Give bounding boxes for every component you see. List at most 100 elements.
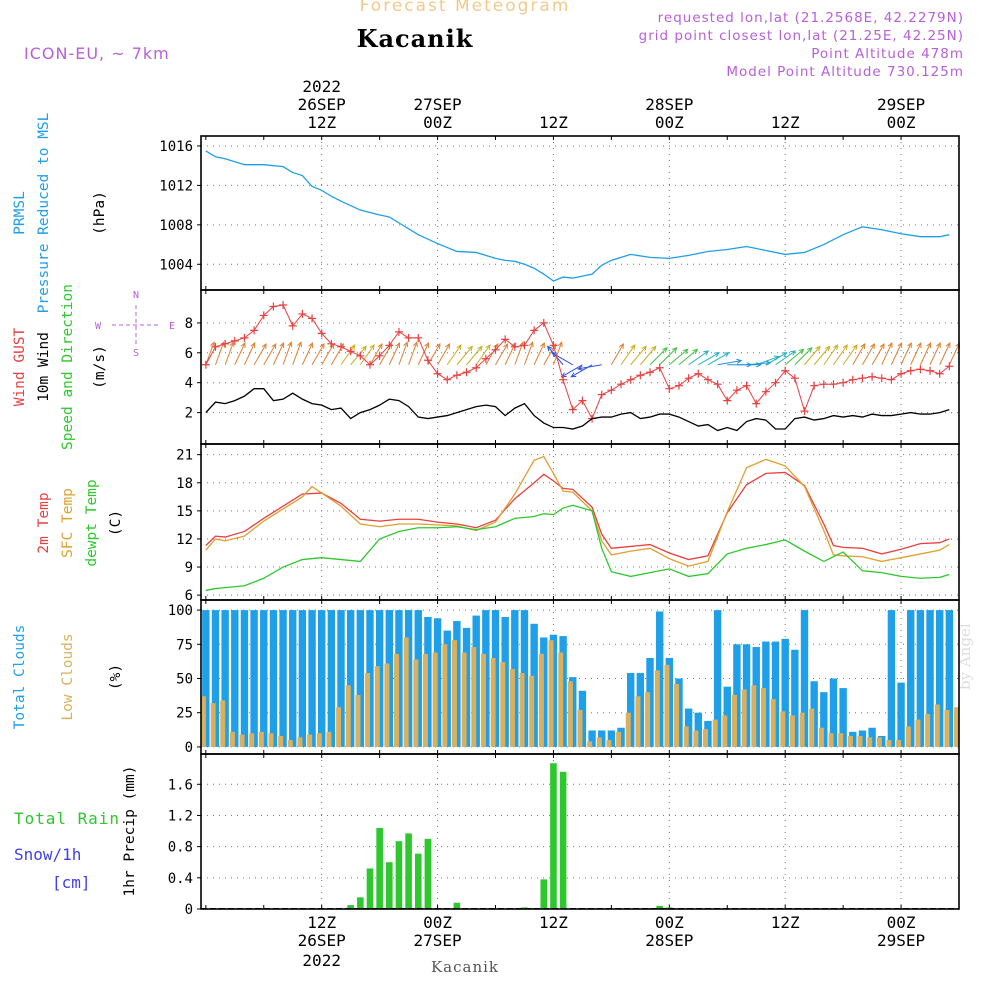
gust-marker xyxy=(327,339,336,348)
gust-marker xyxy=(308,314,317,323)
gust-marker xyxy=(703,375,712,384)
wind-direction-arrow xyxy=(833,344,848,366)
wind-direction-arrow xyxy=(543,343,557,366)
gust-marker xyxy=(945,362,954,371)
gust-marker xyxy=(510,342,519,351)
low-cloud-bar xyxy=(220,700,226,747)
low-cloud-bar xyxy=(625,712,631,747)
wind-arrow-head xyxy=(641,345,647,352)
low-cloud-bar xyxy=(596,737,602,747)
total-cloud-bar xyxy=(858,730,867,747)
wind-arrow-head xyxy=(879,342,885,349)
low-cloud-bar xyxy=(287,740,293,747)
grid-point-coords: grid point closest lon,lat (21.25E, 42.2… xyxy=(638,28,964,44)
wind-ylabel-dir: Speed and Direction xyxy=(60,284,76,450)
wind-ylabel-10m: 10m Wind xyxy=(36,332,52,402)
wind-arrow-head xyxy=(576,365,584,371)
gust-marker xyxy=(201,360,210,369)
total-cloud-bar xyxy=(318,610,326,747)
wind-arrow-head xyxy=(369,344,375,351)
gust-marker xyxy=(549,341,558,350)
y-tick-label: 1.6 xyxy=(168,777,193,793)
y-tick-label: 1016 xyxy=(159,139,193,155)
wind-arrow-head xyxy=(540,341,545,349)
gust-marker xyxy=(646,368,655,377)
wind-arrow-head xyxy=(329,342,335,349)
total-cloud-bar xyxy=(375,610,384,747)
low-cloud-bar xyxy=(934,704,940,747)
top-title: Forecast Meteogram xyxy=(359,0,571,16)
top-time-label: 28SEP xyxy=(645,95,693,114)
y-tick-label: 1012 xyxy=(159,178,193,194)
wind-arrow-head xyxy=(765,360,772,366)
wind-arrow-head xyxy=(287,341,293,348)
clouds-frame xyxy=(200,599,960,755)
wind-arrow-head xyxy=(887,341,893,349)
wind-arrow-head xyxy=(935,341,941,349)
y-tick-label: 1004 xyxy=(159,257,193,273)
wind-direction-arrow xyxy=(852,343,866,366)
low-cloud-bar xyxy=(683,726,689,747)
y-tick-label: 15 xyxy=(176,504,193,520)
wind-arrow-head xyxy=(261,342,267,349)
wind-direction-arrow xyxy=(272,342,285,365)
gust-marker xyxy=(298,309,307,318)
wind-direction-arrow xyxy=(630,346,647,366)
requested-coords: requested lon,lat (21.2568E, 42.2279N) xyxy=(657,10,964,26)
gust-marker xyxy=(752,399,761,408)
bottom-time-label: 00Z xyxy=(423,913,452,932)
total-cloud-bar xyxy=(752,647,760,747)
low-cloud-bar xyxy=(915,719,921,747)
wind-arrow-head xyxy=(477,345,483,352)
bottom-time-label: 29SEP xyxy=(877,931,925,950)
wind-arrow-head xyxy=(570,372,577,378)
wind-direction-arrow xyxy=(620,344,636,366)
wind-direction-arrow xyxy=(243,342,256,365)
wind-direction-arrow xyxy=(379,343,393,366)
wind-arrow-head xyxy=(493,342,499,349)
wind-direction-arrow xyxy=(205,342,215,365)
gust-marker xyxy=(462,368,471,377)
gust-marker xyxy=(597,390,606,399)
gust-marker xyxy=(781,366,790,375)
low-cloud-bar xyxy=(500,662,506,747)
low-cloud-bar xyxy=(876,737,882,747)
wind-direction-arrow xyxy=(311,343,325,366)
total-cloud-bar xyxy=(675,678,683,747)
low-cloud-bar xyxy=(654,670,660,747)
precip-label-rain: Total Rain xyxy=(14,809,119,828)
wind-direction-arrow xyxy=(340,344,356,366)
wind-direction-arrow xyxy=(765,352,787,366)
total-cloud-bar xyxy=(704,720,712,747)
wind-direction-arrow xyxy=(610,343,624,366)
low-cloud-bar xyxy=(741,689,747,747)
wind-direction-arrow xyxy=(263,343,277,366)
total-cloud-bar xyxy=(820,692,828,747)
wind-arrow-head xyxy=(842,344,848,351)
low-cloud-bar xyxy=(258,731,264,747)
wind-arrow-head xyxy=(671,346,678,353)
gust-marker xyxy=(810,381,819,390)
y-tick-label: 6 xyxy=(185,346,193,362)
rain-bar xyxy=(530,908,538,909)
top-time-label: 00Z xyxy=(655,113,684,132)
wind-direction-arrow xyxy=(253,343,267,366)
wind-arrow-head xyxy=(824,345,831,352)
low-cloud-bar xyxy=(664,664,670,747)
wind-arrow-head xyxy=(350,344,356,351)
gust-marker xyxy=(520,341,529,350)
wind-direction-arrow xyxy=(639,346,657,366)
total-cloud-bar xyxy=(926,610,934,747)
model-point-altitude: Model Point Altitude 730.125m xyxy=(726,64,964,80)
wind-arrow-head xyxy=(297,341,302,348)
sfc-temp-line xyxy=(205,455,950,567)
wind-direction-arrow xyxy=(330,343,344,366)
total-cloud-bar xyxy=(723,686,731,747)
wind-arrow-head xyxy=(897,341,903,349)
footer-location: Kacanik xyxy=(430,958,500,976)
gust-marker xyxy=(346,347,355,356)
low-cloud-bar xyxy=(896,740,902,747)
low-cloud-bar xyxy=(818,727,824,747)
wind-direction-arrow xyxy=(388,342,400,365)
gust-marker xyxy=(906,366,915,375)
